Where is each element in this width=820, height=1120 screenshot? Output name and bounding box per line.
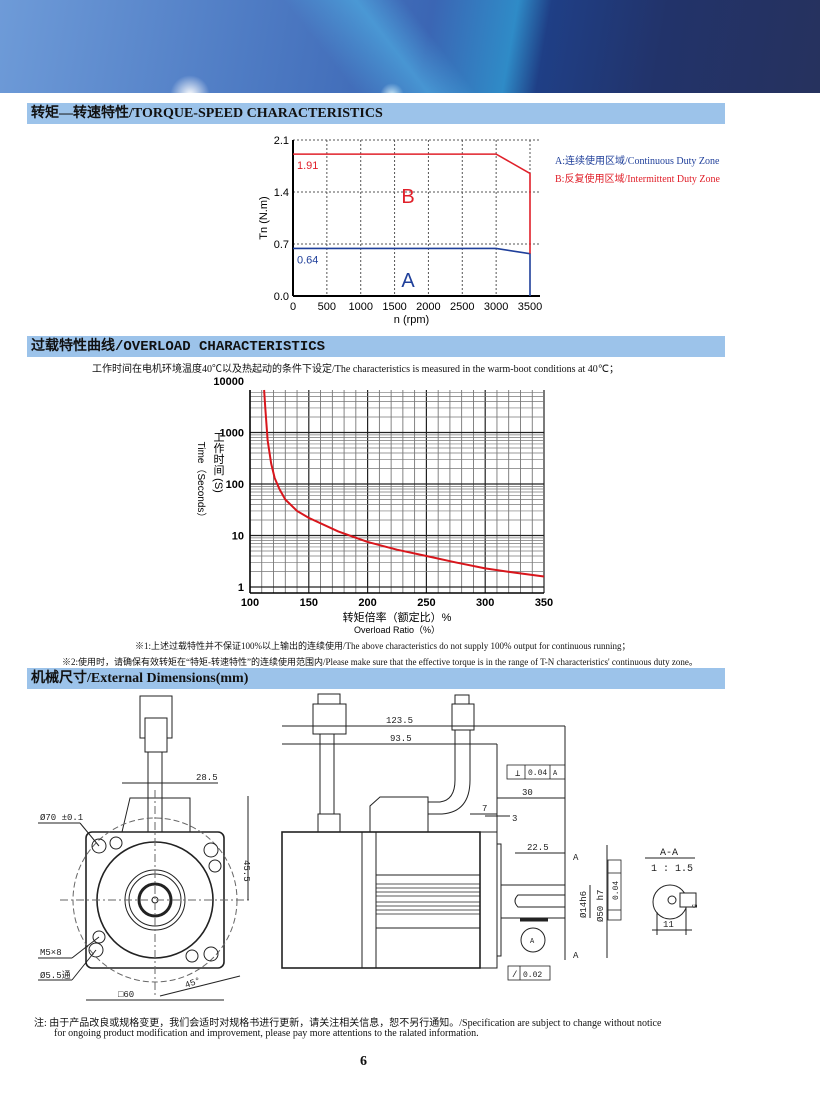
- section-mark-top: A: [573, 853, 579, 863]
- dim-angle: 45°: [184, 976, 203, 991]
- section-header-dimensions: 机械尺寸/External Dimensions(mm): [27, 668, 725, 689]
- overload-curve: [263, 389, 545, 578]
- dim-11: 11: [663, 920, 674, 930]
- y-tick-label: 0.7: [274, 239, 289, 251]
- x-tick-label: 3500: [518, 301, 542, 313]
- front-square: [85, 831, 225, 969]
- perp-tolerance: 0.04: [528, 769, 547, 778]
- y-tick-label: 0.0: [274, 291, 289, 303]
- dim-30: 30: [522, 788, 533, 798]
- y-tick-label: 100: [226, 479, 244, 491]
- front-view: 28.5 45.5 Ø70 ±0.1 M5×8 Ø5.5通 □60 45°: [38, 695, 251, 1001]
- overload-chart: 100 150 200 250 300 350 1 10 100 1000 10000 转矩倍率（额定…: [195, 376, 553, 635]
- x-tick-label: 350: [535, 597, 553, 609]
- x-tick-label: 300: [476, 597, 494, 609]
- page-number: 6: [360, 1054, 367, 1069]
- dim-5: 5: [689, 904, 697, 908]
- dim-square: □60: [118, 990, 134, 1000]
- x-axis-label-english: Overload Ratio（%）: [354, 625, 440, 635]
- perp-datum: A: [553, 770, 558, 778]
- dim-45-5: 45.5: [241, 860, 251, 882]
- zone-label-A: A: [401, 270, 415, 292]
- dimension-drawing: 28.5 45.5 Ø70 ±0.1 M5×8 Ø5.5通 □60 45° A: [38, 693, 697, 1001]
- y-tick-label: 1000: [220, 428, 244, 440]
- x-tick-label: 2500: [450, 301, 474, 313]
- x-tick-label: 0: [290, 301, 296, 313]
- x-tick-label: 250: [417, 597, 435, 609]
- legend-intermittent: B:反复使用区域/Intermittent Duty Zone: [555, 174, 720, 185]
- header-banner: [0, 0, 820, 93]
- x-tick-label: 2000: [416, 301, 440, 313]
- x-tick-label: 1500: [382, 301, 406, 313]
- x-tick-label: 100: [241, 597, 259, 609]
- y-axis-label: 工作时间 (S): [212, 431, 225, 493]
- y-tick-label: 10: [232, 531, 244, 543]
- x-tick-label: 150: [300, 597, 318, 609]
- datum-a-circle-label: A: [530, 938, 535, 946]
- y-axis-label-english: Time（Seconds）: [195, 442, 207, 523]
- dim-thread: M5×8: [40, 948, 62, 958]
- section-header-torque-speed: 转矩—转速特性/TORQUE-SPEED CHARACTERISTICS: [27, 103, 725, 124]
- legend-continuous: A:连续使用区域/Continuous Duty Zone: [555, 156, 720, 167]
- dim-93-5: 93.5: [390, 734, 412, 744]
- series-line-A: [293, 247, 531, 296]
- x-axis-label: n (rpm): [394, 314, 429, 326]
- overload-condition: 工作时间在电机环境温度40℃以及热起动的条件下设定/The characteri…: [92, 364, 619, 375]
- side-view: A ⊥ 0.04 A 0.02 / 0.04 123.5 93.5 30 7 3…: [281, 693, 622, 981]
- dim-3: 3: [512, 814, 517, 824]
- y-tick-label: 1: [238, 582, 244, 594]
- footer-note-line2: for ongoing product modification and imp…: [54, 1028, 479, 1039]
- y-axis-label: Tn (N.m): [258, 196, 270, 239]
- section-title: A-A: [660, 848, 678, 859]
- dim-bolt-circle: Ø70 ±0.1: [40, 813, 83, 823]
- note-1: ※1:上述过载特性并不保证100%以上输出的连续使用/The above cha…: [135, 641, 631, 651]
- concentricity-tolerance: 0.04: [612, 881, 621, 900]
- perp-symbol: ⊥: [515, 769, 521, 779]
- dim-shaft-dia: Ø14h6: [579, 891, 589, 918]
- x-tick-label: 3000: [484, 301, 508, 313]
- runout-symbol: /: [512, 970, 517, 980]
- shaft: [500, 884, 566, 919]
- note-2: ※2:使用时，请确保有效转矩在“特矩-转速特性”的连续使用范围内/Please …: [62, 657, 698, 667]
- y-tick-label: 10000: [213, 376, 244, 388]
- dim-28-5: 28.5: [196, 773, 218, 783]
- dim-123-5: 123.5: [386, 716, 413, 726]
- section-header-overload: 过载特性曲线/OVERLOAD CHARACTERISTICS: [27, 336, 725, 357]
- section-scale: 1 : 1.5: [651, 864, 693, 875]
- section-mark-bottom: A: [573, 951, 579, 961]
- dim-pilot-dia: Ø50 h7: [596, 890, 606, 922]
- value-label-A: 0.64: [297, 254, 318, 266]
- series-line-B: [293, 153, 531, 254]
- runout-tolerance: 0.02: [523, 971, 542, 980]
- value-label-B: 1.91: [297, 160, 318, 172]
- x-tick-label: 500: [318, 301, 336, 313]
- motor-body: [281, 831, 481, 969]
- y-tick-label: 2.1: [274, 135, 289, 147]
- x-axis-label: 转矩倍率（额定比）%: [343, 610, 452, 624]
- x-tick-label: 1000: [348, 301, 372, 313]
- dim-22-5: 22.5: [527, 843, 549, 853]
- y-tick-label: 1.4: [274, 187, 289, 199]
- dim-hole: Ø5.5通: [40, 970, 71, 981]
- section-a-a: A-A 1 : 1.5 11 5: [645, 848, 697, 935]
- footer-note-line1: 注: 由于产品改良或规格变更，我们会适时对规格书进行更新，请关注相关信息，恕不另…: [34, 1018, 662, 1029]
- torque-speed-chart: 0 500 1000 1500 2000 2500 3000 3500 0.0 0.7 1.4 2.1…: [258, 135, 542, 326]
- x-tick-label: 200: [358, 597, 376, 609]
- zone-label-B: B: [401, 186, 414, 208]
- dim-7: 7: [482, 804, 487, 814]
